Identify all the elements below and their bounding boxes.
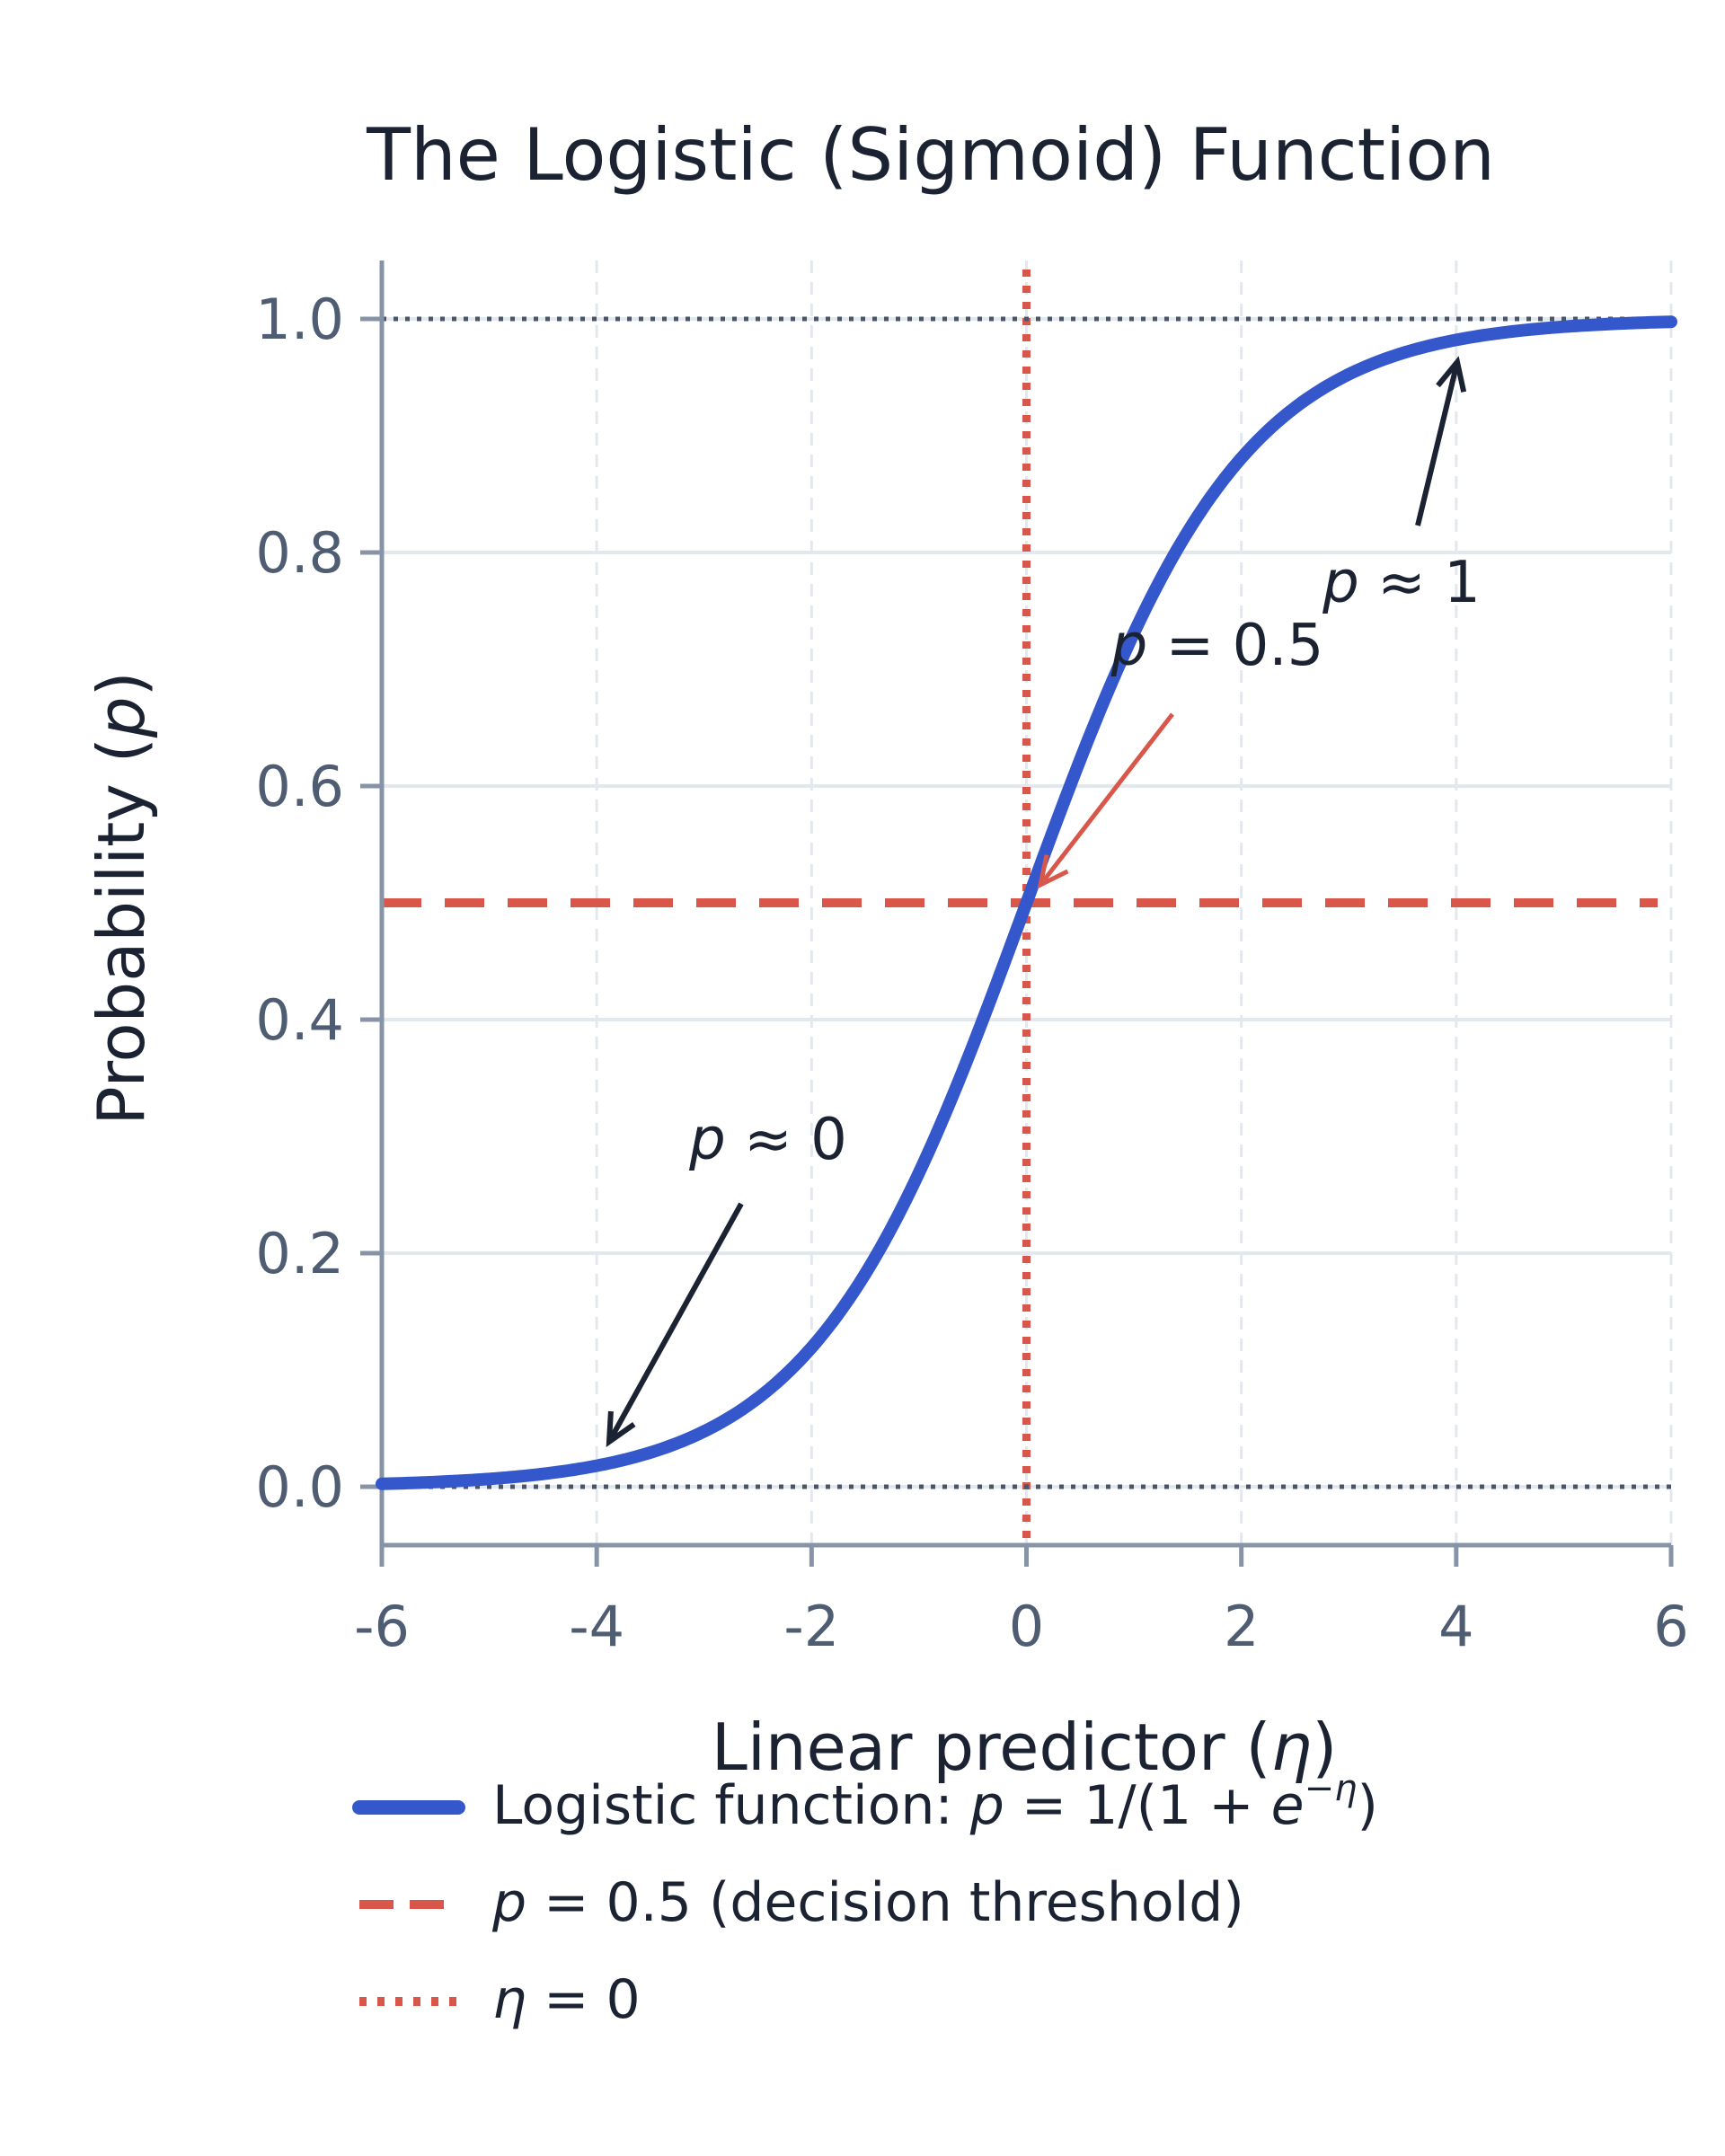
y-axis-title: Probability (p)	[84, 671, 159, 1125]
annotation-arrow-1	[1039, 712, 1174, 887]
y-tick-label: 1.0	[255, 287, 344, 352]
x-tick-label: 0	[1009, 1594, 1044, 1659]
annotation-label-2: p ≈ 1	[1322, 550, 1481, 616]
series-group	[376, 315, 1677, 1490]
reference-lines	[382, 270, 1671, 1545]
y-tick-label: 0.0	[255, 1454, 344, 1520]
legend-label-1: p = 0.5 (decision threshold)	[491, 1871, 1244, 1934]
annotation-arrowhead-0	[606, 1410, 636, 1448]
x-tick-label: -2	[783, 1594, 839, 1659]
x-tick-label: 6	[1653, 1594, 1688, 1659]
legend-label-0: Logistic function: p = 1/(1 + e−η)	[492, 1768, 1378, 1837]
chart-title: The Logistic (Sigmoid) Function	[366, 113, 1495, 197]
y-tick-label: 0.4	[255, 987, 344, 1053]
y-tick-label: 0.8	[255, 520, 344, 586]
ticks: -6 -4 -2 0 2 4 6 0.0 0.2 0.4 0.6 0.8 1.0	[255, 287, 1688, 1659]
annotation-arrowhead-1	[1037, 854, 1069, 889]
legend: Logistic function: p = 1/(1 + e−η) p = 0.…	[352, 1768, 1378, 2031]
annotation-arrow-0	[606, 1202, 744, 1444]
x-axis-title: Linear predictor (η)	[712, 1710, 1338, 1785]
annotation-arrowhead-2	[1436, 356, 1467, 393]
legend-label-2: η = 0	[492, 1968, 641, 2031]
x-tick-label: 2	[1224, 1594, 1259, 1659]
annotations: p ≈ 0 p = 0.5p ≈ 1	[606, 356, 1481, 1448]
series-line-0	[376, 315, 1677, 1490]
x-tick-label: -6	[354, 1594, 410, 1659]
annotation-label-1: p = 0.5	[1110, 613, 1324, 679]
annotation-label-0: p ≈ 0	[688, 1107, 847, 1173]
x-tick-label: 4	[1438, 1594, 1473, 1659]
annotation-arrow-2	[1415, 361, 1460, 526]
x-tick-label: -4	[569, 1594, 624, 1659]
y-tick-label: 0.2	[255, 1221, 344, 1286]
y-tick-label: 0.6	[255, 754, 344, 819]
